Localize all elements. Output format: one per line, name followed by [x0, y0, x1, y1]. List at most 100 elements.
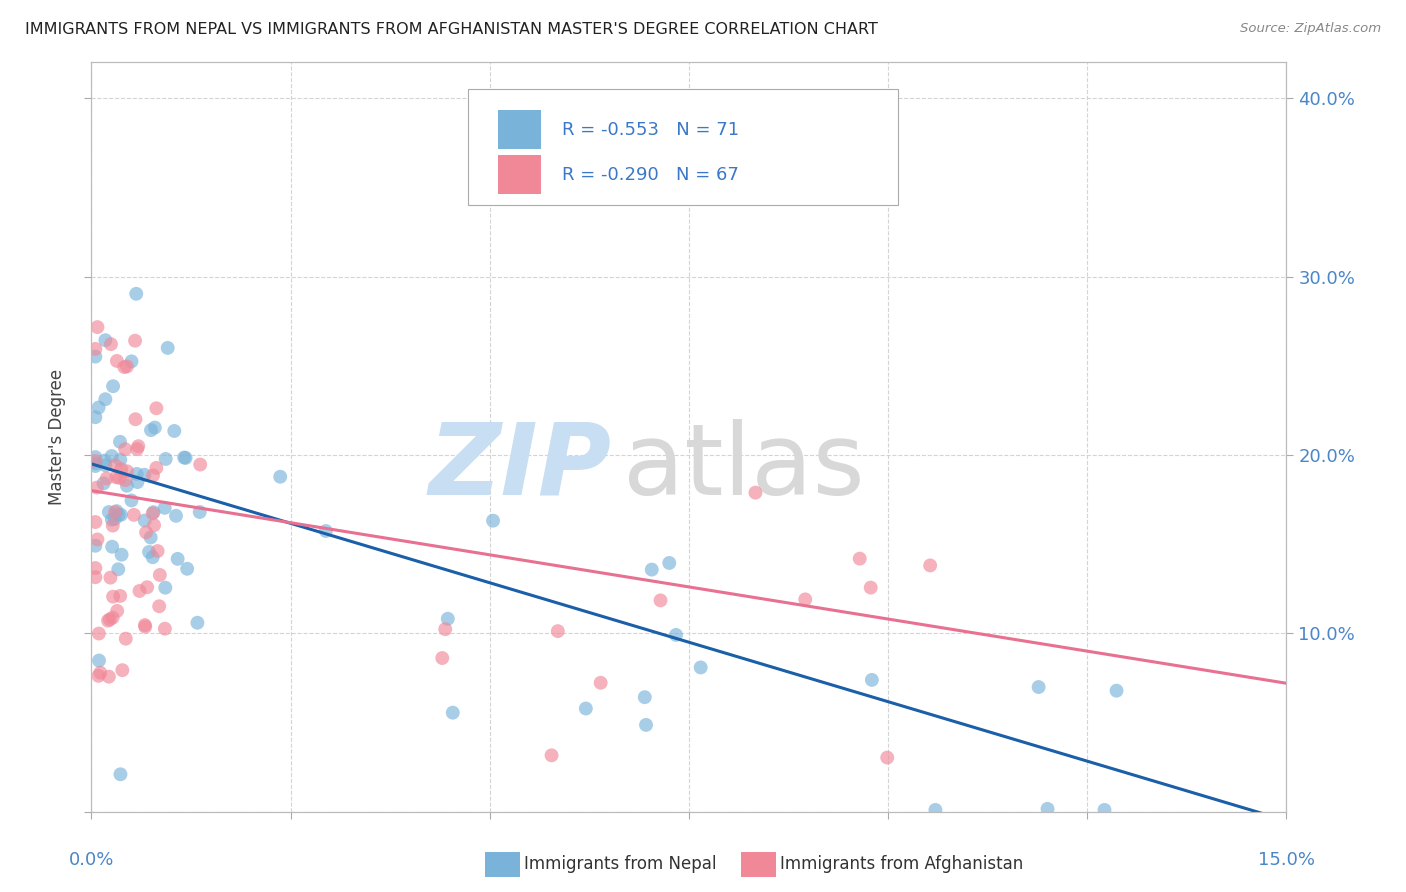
Point: [108, 434, 131, 449]
Point: [134, 467, 156, 482]
Point: [114, 442, 136, 457]
Point: [149, 568, 172, 582]
Point: [139, 423, 162, 437]
Point: [148, 599, 170, 614]
Point: [84, 570, 107, 584]
Point: [146, 544, 169, 558]
Point: [142, 468, 165, 483]
Point: [100, 337, 122, 351]
Point: [1036, 802, 1059, 816]
Point: [84, 515, 107, 529]
Point: [128, 584, 150, 599]
Bar: [498, 111, 541, 149]
Y-axis label: Master's Degree: Master's Degree: [48, 369, 66, 505]
Point: [173, 450, 195, 465]
Point: [104, 512, 127, 526]
Point: [139, 531, 162, 545]
Point: [101, 590, 124, 604]
Point: [107, 562, 129, 576]
Point: [84, 350, 107, 364]
Point: [434, 622, 457, 636]
Point: [744, 485, 766, 500]
Point: [142, 507, 165, 521]
Point: [93, 476, 115, 491]
Point: [101, 540, 124, 554]
Point: [101, 379, 124, 393]
Point: [650, 593, 672, 607]
Point: [94, 333, 117, 347]
Point: [1028, 680, 1050, 694]
Point: [859, 581, 882, 595]
Point: [127, 475, 149, 489]
Point: [136, 580, 159, 594]
Point: [138, 545, 160, 559]
Point: [84, 454, 107, 468]
Point: [269, 469, 291, 483]
Point: [105, 354, 128, 368]
Text: Immigrants from Afghanistan: Immigrants from Afghanistan: [780, 855, 1024, 873]
Point: [124, 412, 146, 426]
Point: [432, 651, 454, 665]
Text: R = -0.553   N = 71: R = -0.553 N = 71: [562, 121, 740, 139]
Point: [165, 508, 187, 523]
Point: [105, 470, 128, 484]
Point: [122, 508, 145, 522]
Point: [135, 525, 157, 540]
Point: [101, 518, 124, 533]
Point: [142, 505, 165, 519]
Point: [540, 748, 562, 763]
Point: [97, 505, 120, 519]
Point: [848, 551, 870, 566]
Point: [86, 533, 108, 547]
Point: [97, 614, 120, 628]
Point: [1094, 803, 1116, 817]
Point: [155, 452, 177, 467]
Point: [315, 524, 337, 538]
Text: ZIP: ZIP: [429, 418, 612, 516]
Point: [153, 622, 176, 636]
Point: [110, 589, 132, 603]
Point: [101, 610, 124, 624]
Point: [87, 401, 110, 415]
Point: [94, 458, 117, 473]
Point: [156, 341, 179, 355]
Point: [110, 462, 132, 476]
Point: [87, 626, 110, 640]
Point: [482, 514, 505, 528]
Point: [84, 458, 107, 473]
Point: [1105, 683, 1128, 698]
Point: [84, 457, 107, 471]
Point: [127, 442, 149, 456]
Text: IMMIGRANTS FROM NEPAL VS IMMIGRANTS FROM AFGHANISTAN MASTER'S DEGREE CORRELATION: IMMIGRANTS FROM NEPAL VS IMMIGRANTS FROM…: [25, 22, 879, 37]
Point: [575, 701, 598, 715]
Point: [114, 473, 136, 487]
Point: [110, 548, 132, 562]
Point: [174, 450, 197, 465]
Point: [84, 539, 107, 553]
FancyBboxPatch shape: [468, 88, 898, 205]
Point: [134, 618, 156, 632]
Text: R = -0.290   N = 67: R = -0.290 N = 67: [562, 166, 740, 184]
Point: [166, 552, 188, 566]
Point: [920, 558, 942, 573]
Point: [115, 479, 138, 493]
Point: [121, 354, 143, 368]
Point: [115, 359, 138, 374]
Point: [641, 563, 664, 577]
Point: [153, 500, 176, 515]
Point: [665, 628, 688, 642]
Point: [115, 464, 138, 478]
Point: [105, 604, 128, 618]
Point: [110, 452, 132, 467]
Point: [143, 420, 166, 434]
Point: [689, 660, 711, 674]
Point: [134, 620, 156, 634]
Point: [107, 508, 129, 522]
Point: [114, 632, 136, 646]
Point: [86, 320, 108, 334]
Point: [105, 504, 128, 518]
Bar: [498, 155, 541, 194]
Point: [188, 505, 211, 519]
Point: [155, 581, 177, 595]
Point: [121, 493, 143, 508]
